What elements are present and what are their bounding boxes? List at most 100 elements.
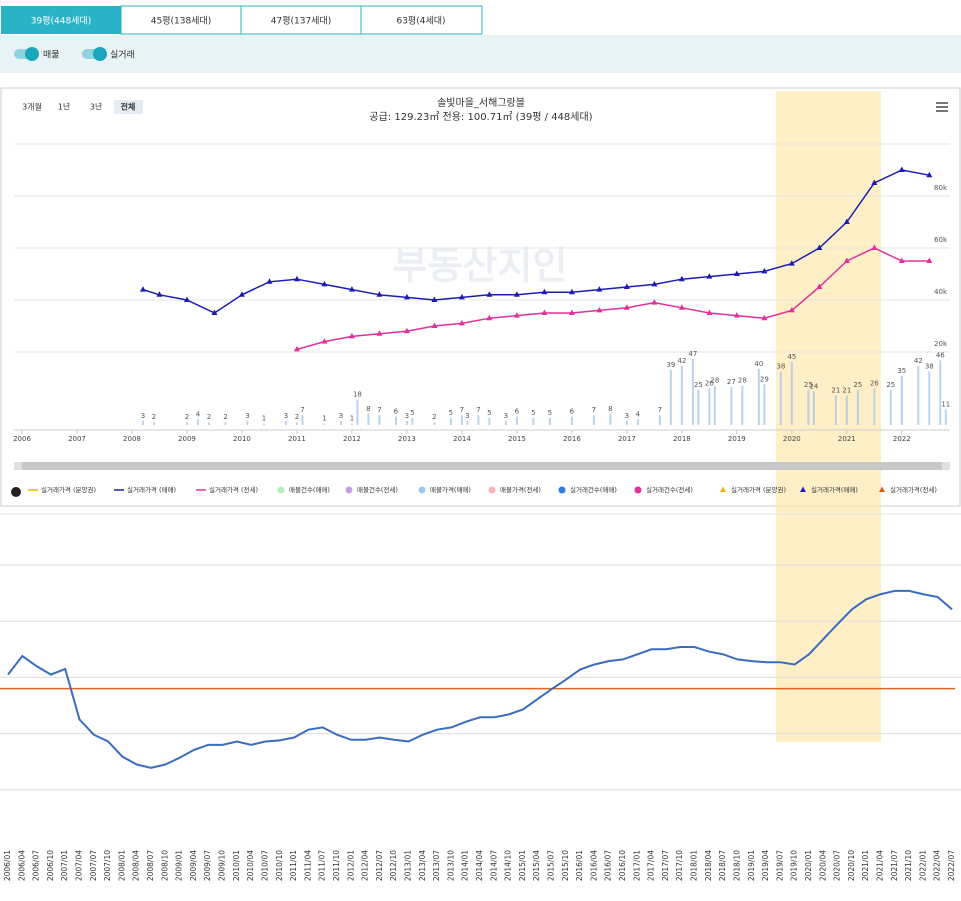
price-marker — [651, 280, 658, 287]
legend-label[interactable]: 매물가격(매매) — [430, 485, 471, 494]
count-label: 11 — [941, 401, 950, 409]
price-marker — [926, 257, 933, 263]
price-marker — [458, 293, 465, 300]
price-marker — [183, 296, 190, 302]
price-marker — [486, 314, 493, 321]
count-bar — [625, 420, 628, 425]
tab-bg — [240, 5, 362, 35]
tab[interactable]: 45평(138세대) — [151, 16, 212, 27]
legend-swatch — [277, 486, 285, 494]
legend-label[interactable]: 실거래건수(전세) — [646, 485, 693, 494]
price-marker — [403, 293, 410, 300]
count-label: 47 — [688, 350, 697, 358]
x-tick-label: 2009/07 — [203, 850, 212, 881]
x-tick-label: 2018 — [673, 435, 691, 443]
price-marker — [321, 280, 328, 287]
tab[interactable]: 47평(137세대) — [271, 16, 332, 27]
x-tick-label: 2007/04 — [75, 850, 84, 881]
x-tick-label: 2011/10 — [332, 850, 341, 881]
legend-label[interactable]: 매물건수(매매) — [289, 485, 330, 494]
price-marker — [733, 312, 740, 318]
toggle-label: 매물 — [43, 50, 60, 61]
chart-subtitle: 공급: 129.23㎡ 전용: 100.71㎡ (39평 / 448세대) — [369, 111, 592, 123]
legend-label[interactable]: 실거래가격 (분양권) — [41, 485, 96, 494]
x-tick-label: 2013/04 — [418, 850, 427, 881]
count-label: 2 — [432, 413, 436, 421]
x-tick-label: 2006/07 — [32, 850, 41, 881]
x-tick-label: 2010 — [233, 435, 251, 443]
tab[interactable]: 39평(448세대) — [31, 16, 92, 27]
range-button[interactable]: 전체 — [121, 102, 136, 112]
x-tick-label: 2015/07 — [547, 850, 556, 881]
count-label: 7 — [300, 406, 304, 414]
x-tick-label: 2016/07 — [604, 850, 613, 881]
price-marker — [321, 338, 328, 344]
legend-label[interactable]: 매물건수(전세) — [357, 485, 398, 494]
legend-label[interactable]: 매물가격(전세) — [500, 485, 541, 494]
x-tick-label: 2014/10 — [504, 850, 513, 881]
x-tick-label: 2007/01 — [60, 850, 69, 881]
count-bar — [394, 416, 397, 425]
x-tick-label: 2014/04 — [475, 850, 484, 881]
price-marker — [376, 291, 383, 297]
count-label: 5 — [548, 409, 552, 417]
price-marker — [678, 275, 685, 282]
x-tick-label: 2020/04 — [818, 850, 827, 881]
y-tick-label: 60k — [934, 236, 948, 244]
count-bar — [295, 422, 298, 425]
count-bar — [697, 389, 700, 425]
y-tick-label: 40k — [934, 288, 948, 296]
count-label: 40 — [754, 360, 763, 368]
legend-label[interactable]: 실거래가격 (분양권) — [731, 485, 786, 494]
count-bar — [845, 395, 848, 425]
count-bar — [856, 389, 859, 425]
x-tick-label: 2019/10 — [790, 850, 799, 881]
range-button[interactable]: 3년 — [90, 102, 102, 112]
count-bar — [763, 384, 766, 425]
x-tick-label: 2015 — [508, 435, 526, 443]
count-label: 25 — [804, 381, 813, 389]
x-tick-label: 2019/04 — [761, 850, 770, 881]
count-bar — [928, 371, 931, 425]
legend-swatch — [418, 486, 426, 494]
x-tick-label: 2006/01 — [3, 850, 12, 881]
count-bar — [504, 420, 507, 425]
count-bar — [246, 420, 249, 425]
legend-label[interactable]: 실거래가격 (매매) — [127, 485, 176, 494]
toggle-bar — [0, 35, 961, 73]
count-bar — [378, 415, 381, 425]
legend-label[interactable]: 실거래가격(전세) — [890, 485, 937, 494]
x-tick-label: 2011/01 — [289, 850, 298, 881]
range-button[interactable]: 1년 — [58, 102, 70, 112]
legend-icon[interactable] — [11, 487, 21, 497]
count-bar — [152, 422, 155, 425]
range-button[interactable]: 3개월 — [22, 102, 42, 112]
count-bar — [658, 415, 661, 425]
y-tick-label: 80k — [934, 184, 948, 192]
count-bar — [284, 420, 287, 425]
scrollbar-thumb[interactable] — [22, 462, 942, 470]
price-marker — [513, 312, 520, 318]
x-tick-label: 2018/07 — [718, 850, 727, 881]
count-bar — [262, 423, 265, 425]
count-label: 25 — [886, 381, 895, 389]
price-line — [296, 247, 930, 351]
price-marker — [486, 291, 493, 297]
price-marker — [266, 278, 273, 284]
menu-icon[interactable] — [936, 102, 948, 112]
toggle[interactable]: 매물 — [14, 47, 60, 61]
price-marker — [761, 267, 768, 274]
legend-label[interactable]: 실거래가격 (전세) — [209, 485, 258, 494]
count-label: 39 — [666, 361, 675, 369]
price-marker — [596, 286, 603, 292]
count-label: 1 — [322, 415, 326, 423]
toggle-label: 실거래 — [110, 50, 135, 61]
toggle[interactable]: 실거래 — [82, 47, 135, 61]
x-tick-label: 2016/04 — [589, 850, 598, 881]
legend-label[interactable]: 실거래건수(매매) — [570, 485, 617, 494]
x-tick-label: 2022/01 — [918, 850, 927, 881]
legend-label[interactable]: 실거래가격(매매) — [811, 485, 858, 494]
price-marker — [926, 171, 933, 178]
tab[interactable]: 63평(4세대) — [396, 16, 445, 27]
price-marker — [458, 319, 465, 326]
